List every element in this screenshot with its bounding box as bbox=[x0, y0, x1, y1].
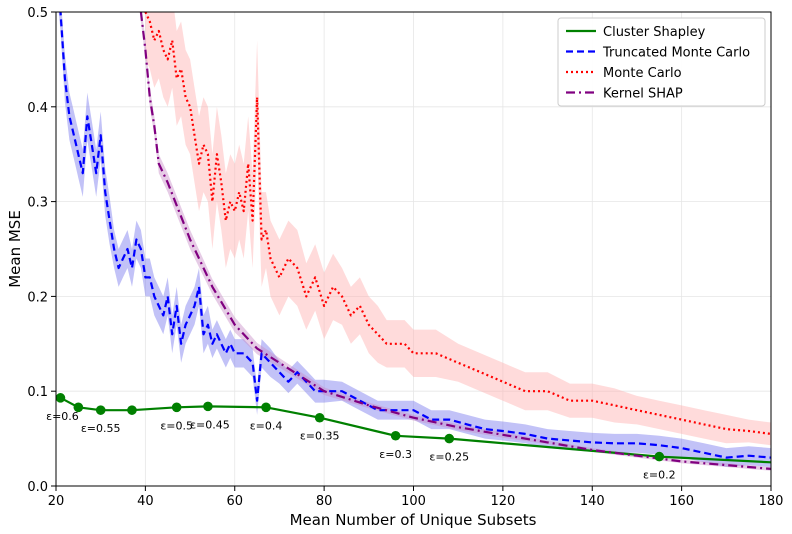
x-tick-label: 60 bbox=[226, 494, 243, 509]
kernel-shap-line bbox=[139, 12, 771, 470]
x-tick-label: 20 bbox=[48, 494, 65, 509]
y-axis-ticks: 0.0 0.1 0.2 0.3 0.4 0.5 bbox=[27, 6, 56, 495]
legend-label-cluster-shapley: Cluster Shapley bbox=[603, 25, 706, 40]
cluster-shapley-marker bbox=[390, 430, 401, 441]
annotations: ε=0.6ε=0.55 ε=0.5ε=0.45 ε=0.4 ε=0.35 ε=0.3 ε=… bbox=[46, 410, 675, 482]
cluster-shapley-marker bbox=[203, 401, 213, 412]
annotation-label: ε=0.6 bbox=[46, 410, 79, 423]
y-tick-label: 0.4 bbox=[27, 101, 48, 116]
x-axis-ticks: 20 40 60 80 100 120 140 160 180 bbox=[48, 486, 784, 509]
annotation-label: ε=0.2 bbox=[643, 469, 676, 482]
truncated-monte-carlo-line bbox=[59, 12, 771, 459]
y-axis-label: Mean MSE bbox=[6, 210, 24, 288]
y-tick-label: 0.3 bbox=[27, 196, 48, 211]
annotation-label: ε=0.4 bbox=[250, 419, 283, 432]
annotation-label: ε=0.3 bbox=[379, 448, 412, 461]
cluster-shapley-marker bbox=[261, 402, 271, 413]
cluster-shapley-marker bbox=[95, 405, 106, 415]
annotation-label: ε=0.55 bbox=[81, 422, 121, 435]
cluster-shapley-marker bbox=[171, 402, 182, 413]
y-tick-label: 0.1 bbox=[27, 385, 48, 400]
cluster-shapley-marker bbox=[314, 412, 325, 423]
series-markers bbox=[55, 393, 665, 462]
x-axis-label: Mean Number of Unique Subsets bbox=[290, 511, 537, 529]
cluster-shapley-marker bbox=[127, 405, 137, 415]
y-tick-label: 0.2 bbox=[27, 290, 48, 305]
cluster-shapley-marker bbox=[55, 393, 66, 403]
x-tick-label: 180 bbox=[759, 494, 784, 509]
x-tick-label: 80 bbox=[316, 494, 333, 509]
x-tick-label: 140 bbox=[580, 494, 605, 509]
x-tick-label: 120 bbox=[490, 494, 515, 509]
cluster-shapley-marker bbox=[73, 402, 84, 413]
legend-label-monte-carlo: Monte Carlo bbox=[603, 66, 682, 81]
annotation-label: ε=0.25 bbox=[429, 451, 469, 464]
legend-label-kernel-shap: Kernel SHAP bbox=[603, 87, 683, 102]
x-tick-label: 160 bbox=[669, 494, 694, 509]
x-tick-label: 100 bbox=[401, 494, 426, 509]
x-tick-label: 40 bbox=[137, 494, 154, 509]
annotation-label: ε=0.35 bbox=[300, 430, 340, 443]
cluster-shapley-marker bbox=[654, 451, 665, 462]
legend: Cluster Shapley Truncated Monte Carlo Mont… bbox=[557, 17, 766, 107]
y-tick-label: 0.5 bbox=[27, 6, 48, 21]
y-tick-label: 0.0 bbox=[27, 480, 48, 495]
cluster-shapley-marker bbox=[444, 433, 455, 444]
legend-label-truncated-monte-carlo: Truncated Monte Carlo bbox=[602, 46, 750, 61]
annotation-label: ε=0.45 bbox=[190, 418, 230, 431]
annotation-label: ε=0.5 bbox=[160, 419, 193, 432]
legend-frame bbox=[557, 17, 766, 107]
monte-carlo-band bbox=[145, 12, 771, 446]
